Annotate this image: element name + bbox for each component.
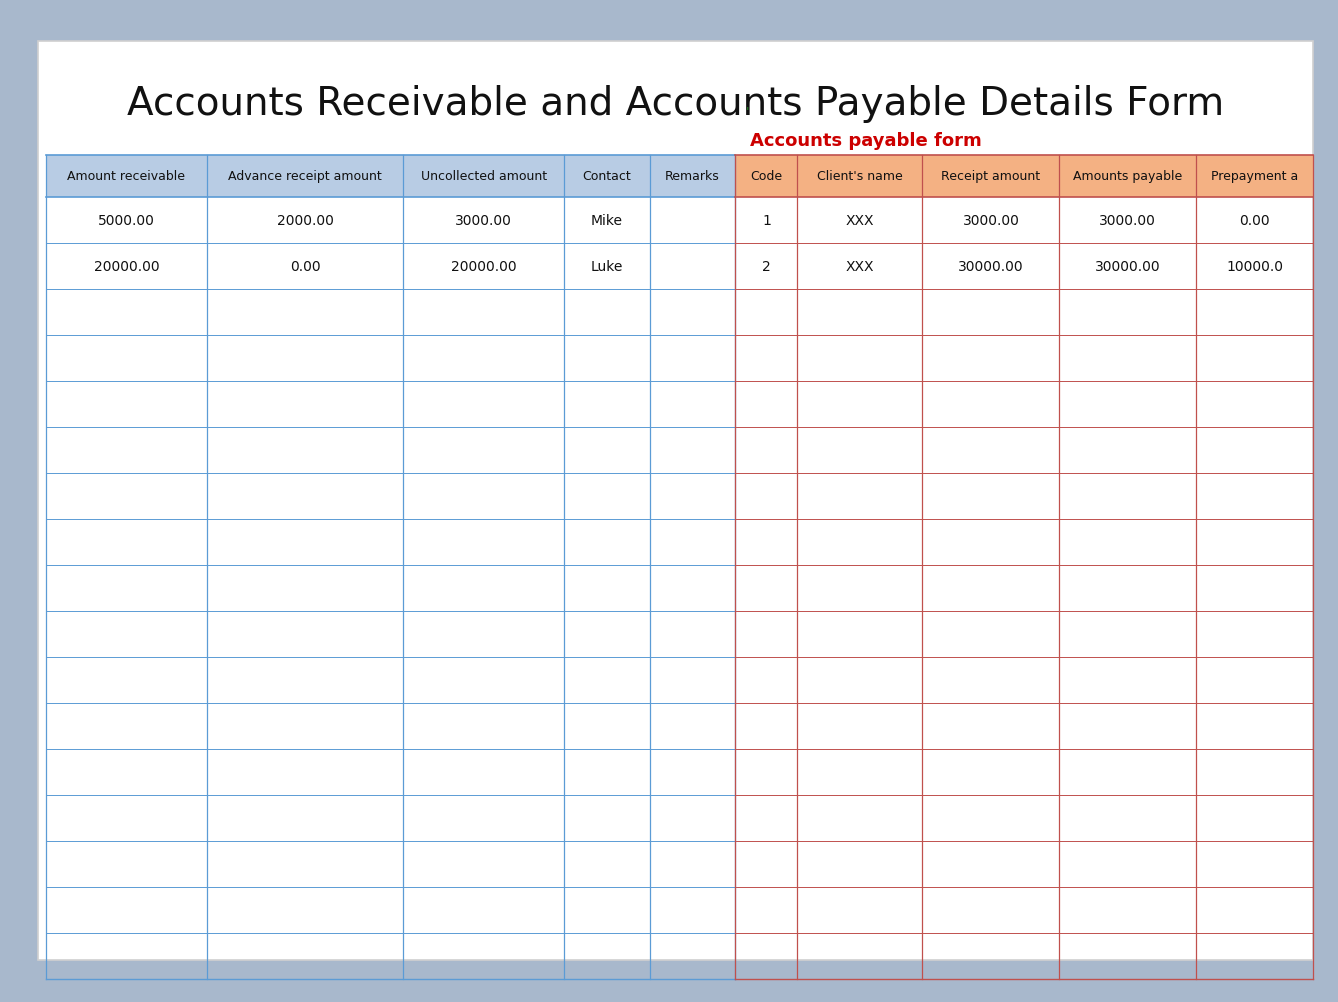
Text: Luke: Luke	[590, 260, 624, 274]
Text: Contact: Contact	[582, 170, 632, 183]
Text: 1: 1	[761, 213, 771, 227]
Text: Amounts payable: Amounts payable	[1073, 170, 1183, 183]
Text: 20000.00: 20000.00	[94, 260, 159, 274]
Text: 3000.00: 3000.00	[962, 213, 1020, 227]
Text: 3000.00: 3000.00	[1100, 213, 1156, 227]
Text: 30000.00: 30000.00	[958, 260, 1024, 274]
Text: 0.00: 0.00	[1239, 213, 1270, 227]
Text: Client's name: Client's name	[818, 170, 903, 183]
Text: Amount receivable: Amount receivable	[67, 170, 186, 183]
Text: ': '	[745, 106, 749, 119]
Text: Prepayment a: Prepayment a	[1211, 170, 1298, 183]
Text: Advance receipt amount: Advance receipt amount	[227, 170, 381, 183]
FancyBboxPatch shape	[37, 42, 1313, 960]
Text: Remarks: Remarks	[665, 170, 720, 183]
Text: 10000.0: 10000.0	[1226, 260, 1283, 274]
Bar	[736, 156, 1313, 197]
Text: Receipt amount: Receipt amount	[942, 170, 1041, 183]
Text: 2000.00: 2000.00	[277, 213, 333, 227]
Bar	[45, 156, 736, 197]
Text: 3000.00: 3000.00	[455, 213, 512, 227]
Text: 2: 2	[763, 260, 771, 274]
Text: Uncollected amount: Uncollected amount	[420, 170, 547, 183]
Text: XXX: XXX	[846, 213, 874, 227]
Text: 0.00: 0.00	[290, 260, 320, 274]
Text: Accounts payable form: Accounts payable form	[751, 132, 982, 150]
Text: XXX: XXX	[846, 260, 874, 274]
Text: Mike: Mike	[591, 213, 624, 227]
Text: 5000.00: 5000.00	[98, 213, 155, 227]
Text: Code: Code	[751, 170, 783, 183]
Text: Accounts Receivable and Accounts Payable Details Form: Accounts Receivable and Accounts Payable…	[127, 85, 1224, 123]
Text: 20000.00: 20000.00	[451, 260, 516, 274]
Text: 30000.00: 30000.00	[1094, 260, 1160, 274]
